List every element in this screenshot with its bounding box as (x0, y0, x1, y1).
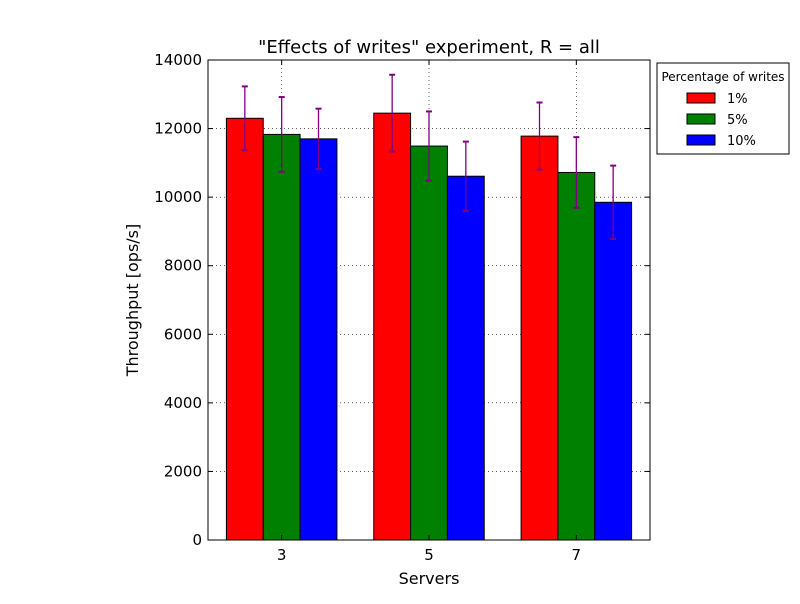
plot-frame (207, 59, 651, 541)
bar-1pct-3 (225, 117, 264, 541)
bar-10pct-5 (446, 175, 485, 541)
bar-5pct-3 (262, 133, 301, 541)
x-tick-label: 3 (277, 546, 287, 564)
bar-5pct-5 (410, 145, 448, 541)
y-tick-label: 0 (192, 531, 202, 549)
x-tick-label: 5 (424, 546, 434, 564)
legend-swatch-1pct (686, 92, 716, 104)
y-tick-label: 6000 (164, 325, 202, 343)
chart-title: "Effects of writes" experiment, R = all (258, 37, 600, 58)
axes: 0 2000 4000 6000 8000 10000 12000 14000 3 5 7 (154, 51, 651, 564)
bar-1pct-7 (520, 135, 559, 541)
y-tick-label: 12000 (154, 120, 202, 138)
y-tick-label: 4000 (164, 394, 202, 412)
y-tick-label: 2000 (164, 462, 202, 480)
y-tick-label: 14000 (154, 51, 202, 69)
x-tick-label: 7 (572, 546, 582, 564)
legend: Percentage of writes 1% 5% 10% (656, 62, 790, 155)
legend-label-1pct: 1% (727, 92, 748, 107)
legend-box (656, 62, 790, 155)
legend-swatch-10pct (686, 134, 716, 146)
bar-10pct-7 (594, 201, 633, 541)
bar-1pct-5 (373, 112, 412, 541)
x-axis-label: Servers (399, 569, 460, 588)
legend-swatch-5pct (686, 113, 716, 125)
bar-5pct-7 (557, 171, 596, 541)
bar-10pct-3 (299, 138, 338, 541)
bars (225, 112, 633, 541)
error-bars (241, 73, 617, 240)
legend-label-5pct: 5% (727, 113, 748, 128)
legend-label-10pct: 10% (727, 134, 756, 149)
legend-title: Percentage of writes (661, 70, 784, 84)
y-tick-label: 10000 (154, 188, 202, 206)
y-axis-label: Throughput [ops/s] (123, 224, 142, 378)
y-tick-label: 8000 (164, 257, 202, 275)
